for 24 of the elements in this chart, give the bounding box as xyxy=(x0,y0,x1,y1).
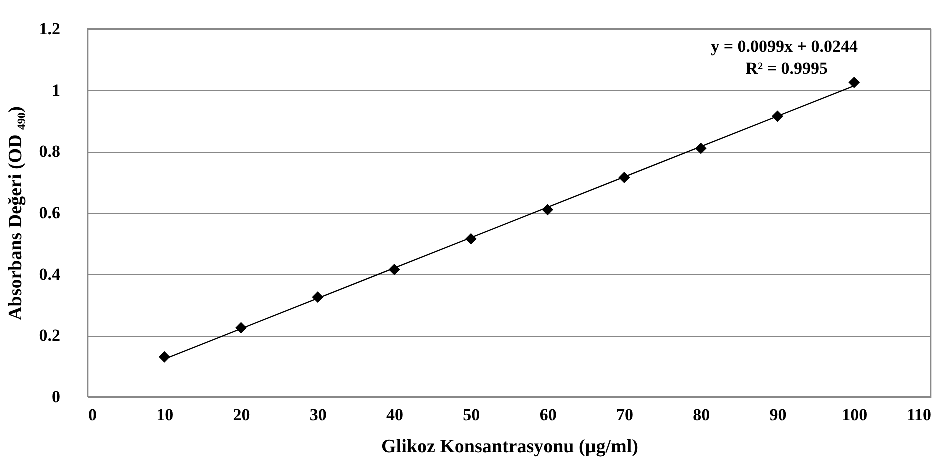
annotation: y = 0.0099x + 0.0244 xyxy=(711,37,858,56)
annotation: R² = 0.9995 xyxy=(746,59,828,78)
y-tick-label: 0 xyxy=(52,388,60,406)
y-tick-label: 0.6 xyxy=(39,204,60,222)
y-tick-label: 1.2 xyxy=(39,20,60,38)
x-tick-label: 110 xyxy=(906,406,932,424)
x-tick-label: 60 xyxy=(540,406,557,424)
x-tick-label: 50 xyxy=(463,406,480,424)
x-tick-label: 70 xyxy=(616,406,634,424)
y-tick-label: 0.2 xyxy=(39,326,60,346)
point xyxy=(848,76,860,88)
x-tick-label: 30 xyxy=(310,406,327,424)
x-axis-title: Glikoz Konsantrasyonu (µg/ml) xyxy=(382,436,638,458)
x-tick-label: 0 xyxy=(88,406,97,424)
y-tick-label: 0.8 xyxy=(39,142,60,162)
x-tick-label: 90 xyxy=(770,406,787,424)
y-tick-label: 0.4 xyxy=(39,264,61,284)
y-tick-label: 1 xyxy=(52,80,60,100)
x-tick-label: 20 xyxy=(233,406,250,424)
x-tick-label: 40 xyxy=(386,406,404,424)
x-tick-label: 80 xyxy=(693,406,710,424)
x-tick-label: 100 xyxy=(842,406,868,424)
x-tick-label: 10 xyxy=(156,406,174,424)
y-axis-title: Absorbans Değeri (OD ₄₉₀) xyxy=(5,106,26,320)
